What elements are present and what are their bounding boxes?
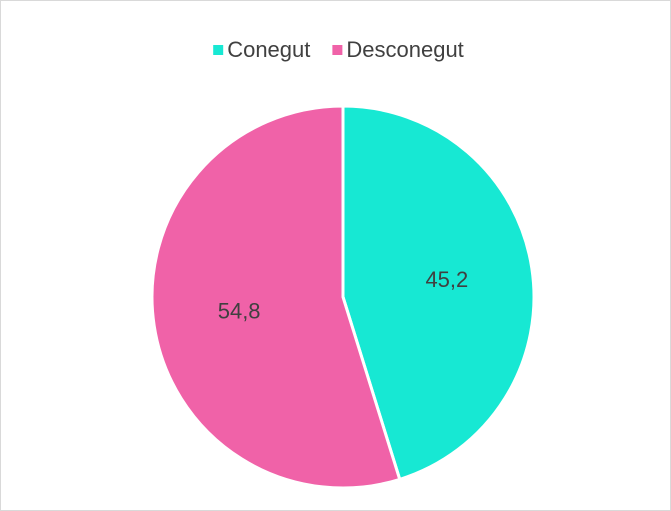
data-label: 54,8 [218, 299, 261, 324]
legend-label: Conegut [227, 37, 310, 62]
pie-slice [341, 104, 536, 482]
legend: Conegut Desconegut [213, 37, 464, 62]
legend-marker [332, 45, 343, 55]
legend-marker [213, 45, 224, 55]
legend-label: Desconegut [346, 37, 463, 62]
pie-slice [150, 104, 402, 490]
data-label: 45,2 [425, 267, 468, 292]
